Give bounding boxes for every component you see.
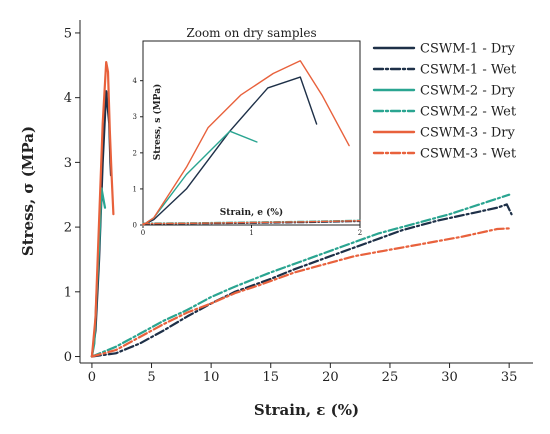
main-series-cswm-3-dry bbox=[90, 60, 115, 358]
main-series-cswm-3-wet bbox=[90, 227, 511, 358]
legend-label-cswm-1-wet: CSWM-1 - Wet bbox=[420, 63, 517, 78]
main-x-tick-label: 15 bbox=[262, 370, 279, 385]
inset-x-tick-label: 2 bbox=[358, 229, 362, 237]
legend-label-cswm-1-dry: CSWM-1 - Dry bbox=[420, 42, 515, 57]
main-y-tick-label: 1 bbox=[64, 285, 72, 300]
inset-plot: 0 1 2 0 1 2 3 4 Strain, e (%) Stress, s (MPa) Zoom… bbox=[133, 26, 363, 237]
main-x-tick-label: 35 bbox=[501, 370, 518, 385]
legend-label-cswm-2-dry: CSWM-2 - Dry bbox=[420, 84, 515, 99]
inset-y-tick-label: 0 bbox=[133, 221, 137, 229]
main-y-tick-label: 4 bbox=[64, 91, 72, 106]
legend-label-cswm-3-dry: CSWM-3 - Dry bbox=[420, 126, 515, 141]
inset-series-cswm-3-dry bbox=[142, 60, 350, 226]
legend: CSWM-1 - Dry CSWM-1 - Wet CSWM-2 - Dry CSWM… bbox=[372, 42, 517, 162]
main-x-tick-label: 0 bbox=[88, 370, 96, 385]
inset-frame bbox=[142, 40, 361, 226]
main-y-tick-label: 0 bbox=[64, 350, 72, 365]
inset-y-axis-title: Stress, s (MPa) bbox=[152, 84, 163, 161]
legend-label-cswm-3-wet: CSWM-3 - Wet bbox=[420, 147, 517, 162]
main-series-cswm-2-wet bbox=[90, 193, 511, 358]
main-x-tick-label: 25 bbox=[382, 370, 399, 385]
main-x-tick-label: 30 bbox=[441, 370, 458, 385]
main-y-tick-label: 5 bbox=[64, 26, 72, 41]
inset-y-tick-label: 1 bbox=[133, 185, 137, 193]
main-y-tick-label: 3 bbox=[64, 156, 72, 171]
main-y-tick-label: 2 bbox=[64, 221, 72, 236]
inset-x-tick-label: 0 bbox=[141, 229, 145, 237]
inset-x-axis-title: Strain, e (%) bbox=[220, 207, 283, 218]
main-series-cswm-1-wet bbox=[90, 203, 513, 358]
legend-label-cswm-2-wet: CSWM-2 - Wet bbox=[420, 105, 517, 120]
main-x-tick-label: 20 bbox=[322, 370, 339, 385]
main-x-axis-title: Strain, ε (%) bbox=[254, 401, 359, 419]
inset-y-tick-label: 3 bbox=[133, 113, 137, 121]
main-x-tick-label: 10 bbox=[203, 370, 220, 385]
main-y-axis-title: Stress, σ (MPa) bbox=[19, 126, 37, 256]
inset-y-tick-label: 4 bbox=[133, 77, 138, 85]
inset-title: Zoom on dry samples bbox=[186, 26, 316, 40]
inset-series-cswm-3-wet bbox=[142, 219, 361, 225]
inset-x-tick-label: 1 bbox=[249, 229, 253, 237]
inset-y-tick-label: 2 bbox=[133, 149, 137, 157]
main-x-tick-label: 5 bbox=[147, 370, 155, 385]
